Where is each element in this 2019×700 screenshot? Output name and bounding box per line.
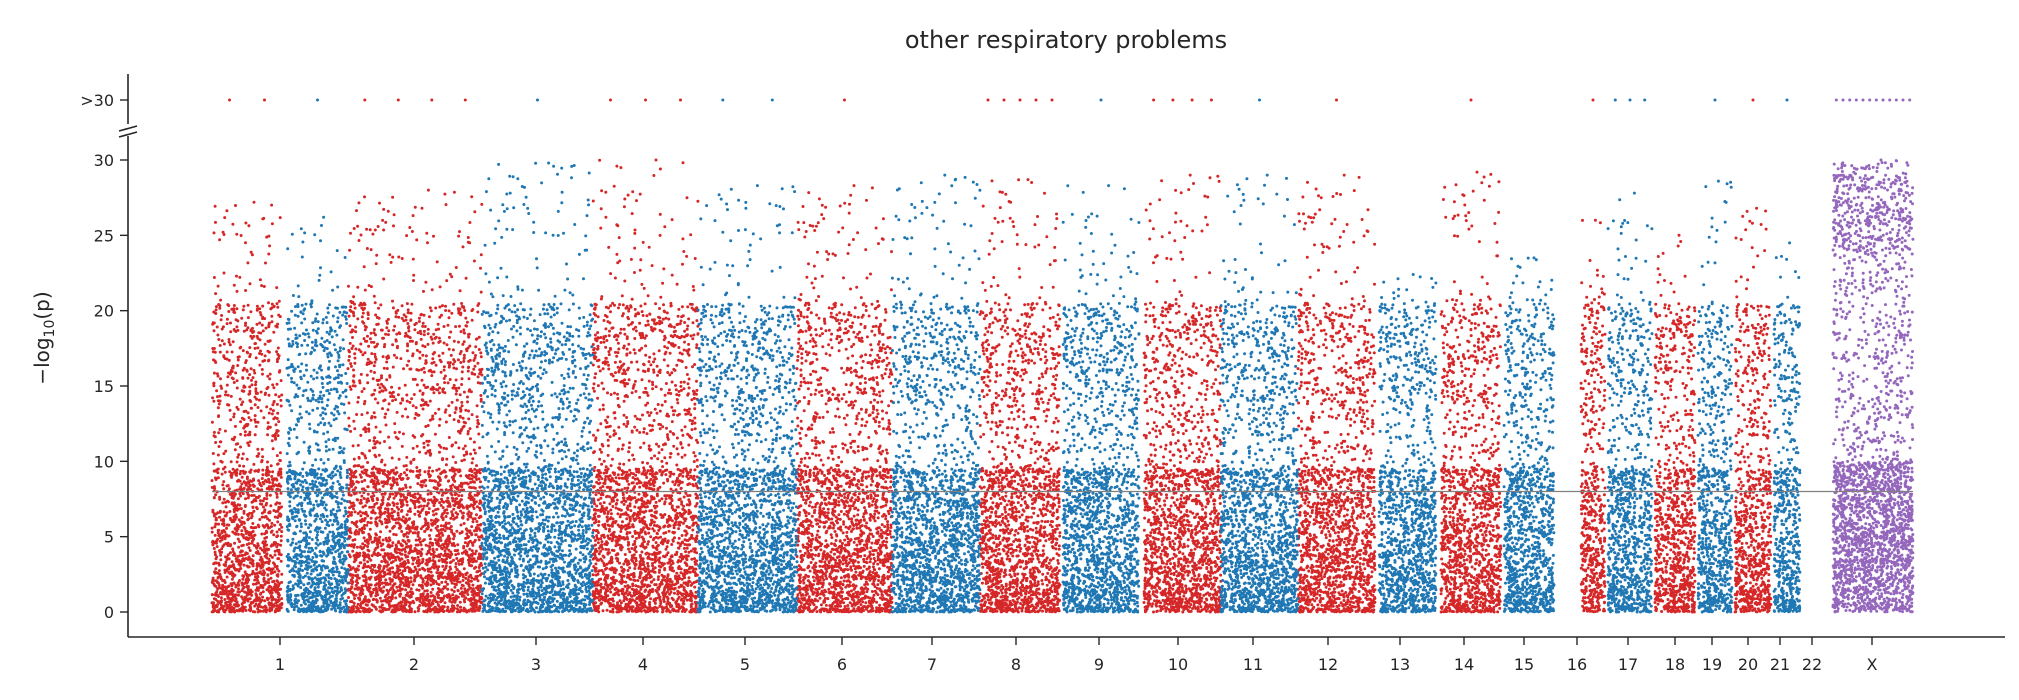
- x-tick-label-chr-4: 4: [638, 655, 648, 674]
- y-axis-label-main: −log: [30, 337, 54, 384]
- y-tick-label: 15: [94, 377, 114, 396]
- x-tick-label-chr-3: 3: [531, 655, 541, 674]
- y-axis-label-sub: 10: [42, 320, 58, 338]
- x-tick-label-chr-7: 7: [927, 655, 937, 674]
- chart-title: other respiratory problems: [905, 26, 1227, 54]
- axis-break-mark-lower: [118, 131, 138, 138]
- y-tick-label-capped: >30: [80, 91, 114, 110]
- y-ticks: 0 5 10 15 20 25 30: [94, 151, 128, 622]
- x-tick-label-chr-17: 17: [1618, 655, 1638, 674]
- y-tick-label: 20: [94, 302, 114, 321]
- x-tick-label-chr-21: 21: [1770, 655, 1790, 674]
- x-ticks: 1 2 3 4 5 6 7 8 9 10 11 12 13 14 15 16 17 18 19 20 21 22 X: [275, 637, 1878, 674]
- y-tick-label: 30: [94, 151, 114, 170]
- x-tick-label-chr-14: 14: [1454, 655, 1474, 674]
- points-chromosome-x: [1831, 98, 1915, 614]
- x-tick-label-chr-18: 18: [1665, 655, 1685, 674]
- x-tick-label-chr-9: 9: [1094, 655, 1104, 674]
- x-tick-label-chr-15: 15: [1514, 655, 1534, 674]
- y-tick-label: 25: [94, 226, 114, 245]
- x-tick-label-chr-8: 8: [1011, 655, 1021, 674]
- x-tick-label-chr-1: 1: [275, 655, 285, 674]
- x-tick-label-chr-22: 22: [1802, 655, 1822, 674]
- x-tick-label-chr-19: 19: [1702, 655, 1722, 674]
- x-tick-label-chr-11: 11: [1243, 655, 1263, 674]
- x-tick-label-chr-x: X: [1867, 655, 1878, 674]
- y-tick-label: 10: [94, 452, 114, 471]
- y-axis-label-tail: (p): [30, 291, 54, 319]
- x-tick-label-chr-6: 6: [837, 655, 847, 674]
- y-tick-label: 0: [104, 603, 114, 622]
- x-tick-label-chr-13: 13: [1390, 655, 1410, 674]
- x-tick-label-chr-12: 12: [1318, 655, 1338, 674]
- axis-break-mark-upper: [118, 125, 138, 132]
- y-axis-label: −log10(p): [30, 291, 58, 384]
- points-even-chromosomes: [285, 98, 1802, 614]
- data-points: [210, 98, 1915, 614]
- axes: >30: [80, 74, 2005, 638]
- x-tick-label-chr-2: 2: [409, 655, 419, 674]
- x-tick-label-chr-16: 16: [1567, 655, 1587, 674]
- y-tick-label: 5: [104, 528, 114, 547]
- x-tick-label-chr-10: 10: [1168, 655, 1188, 674]
- x-tick-label-chr-20: 20: [1738, 655, 1758, 674]
- x-tick-label-chr-5: 5: [740, 655, 750, 674]
- points-odd-chromosomes: [210, 98, 1773, 614]
